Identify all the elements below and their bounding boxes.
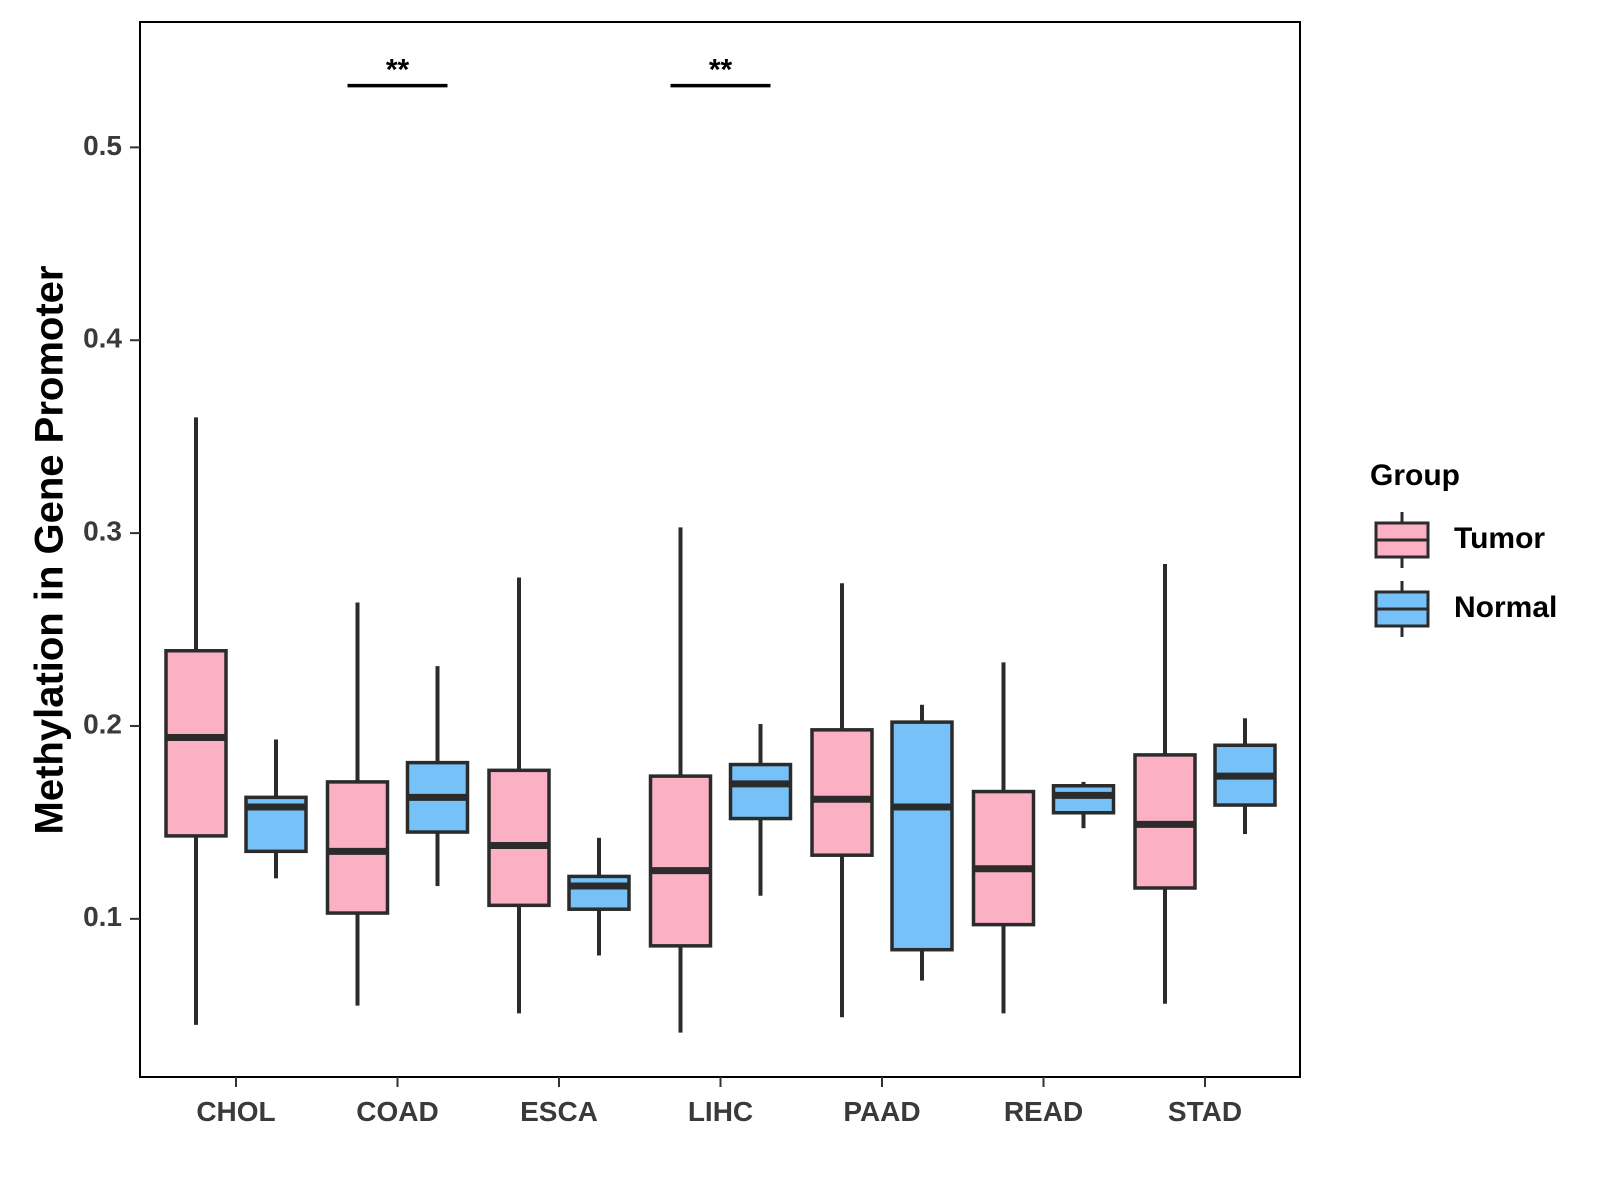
legend: Group Tumor Normal [1370, 459, 1557, 637]
legend-label-normal: Normal [1454, 591, 1557, 624]
legend-entry-tumor: Tumor [1374, 512, 1545, 568]
box-lihc-normal [728, 724, 793, 896]
box-body-esca-tumor [487, 768, 551, 908]
x-tick-label-esca: ESCA [520, 1096, 598, 1127]
box-body-read-tumor [971, 789, 1036, 927]
significance-annotations: ** ** [347, 54, 771, 88]
legend-label-tumor: Tumor [1454, 522, 1545, 555]
box-body-paad-normal [890, 720, 954, 952]
box-esca-normal [567, 837, 631, 956]
y-tick-label-0.1: 0.1 [83, 901, 122, 932]
x-tick-label-read: READ [1004, 1096, 1083, 1127]
box-paad-tumor [810, 583, 874, 1018]
box-chol-tumor [164, 417, 228, 1025]
box-esca-tumor [487, 577, 551, 1014]
y-tick-label-0.4: 0.4 [83, 323, 122, 354]
significance-label-lihc: ** [709, 54, 733, 87]
legend-entry-normal: Normal [1374, 581, 1557, 637]
significance-label-coad: ** [386, 54, 410, 87]
y-tick-label-0.3: 0.3 [83, 515, 122, 546]
box-read-normal [1051, 781, 1116, 829]
y-tick-label-0.5: 0.5 [83, 130, 122, 161]
box-body-esca-normal [567, 874, 631, 911]
y-axis: 0.1 0.2 0.3 0.4 0.5 [83, 130, 140, 932]
x-tick-label-paad: PAAD [843, 1096, 920, 1127]
box-chol-normal [244, 739, 308, 879]
box-body-coad-tumor [325, 780, 390, 915]
plot-marks [164, 417, 1277, 1033]
box-coad-normal [405, 666, 470, 887]
box-body-lihc-normal [728, 762, 793, 821]
box-paad-normal [890, 704, 954, 981]
x-tick-label-coad: COAD [356, 1096, 438, 1127]
y-axis-label: Methylation in Gene Promoter [28, 266, 72, 835]
box-body-paad-tumor [810, 728, 874, 857]
x-tick-label-chol: CHOL [196, 1096, 275, 1127]
x-axis: CHOL COAD ESCA LIHC PAAD READ STAD [196, 1077, 1242, 1127]
box-body-lihc-tumor [648, 774, 713, 948]
box-stad-tumor [1133, 563, 1197, 1004]
x-tick-label-stad: STAD [1168, 1096, 1242, 1127]
box-lihc-tumor [648, 527, 713, 1033]
box-read-tumor [971, 662, 1036, 1014]
box-coad-tumor [325, 602, 390, 1006]
box-body-chol-tumor [164, 649, 228, 838]
box-body-read-normal [1051, 784, 1116, 815]
box-stad-normal [1213, 718, 1277, 834]
y-tick-label-0.2: 0.2 [83, 708, 122, 739]
x-tick-label-lihc: LIHC [688, 1096, 753, 1127]
legend-title: Group [1370, 459, 1460, 492]
